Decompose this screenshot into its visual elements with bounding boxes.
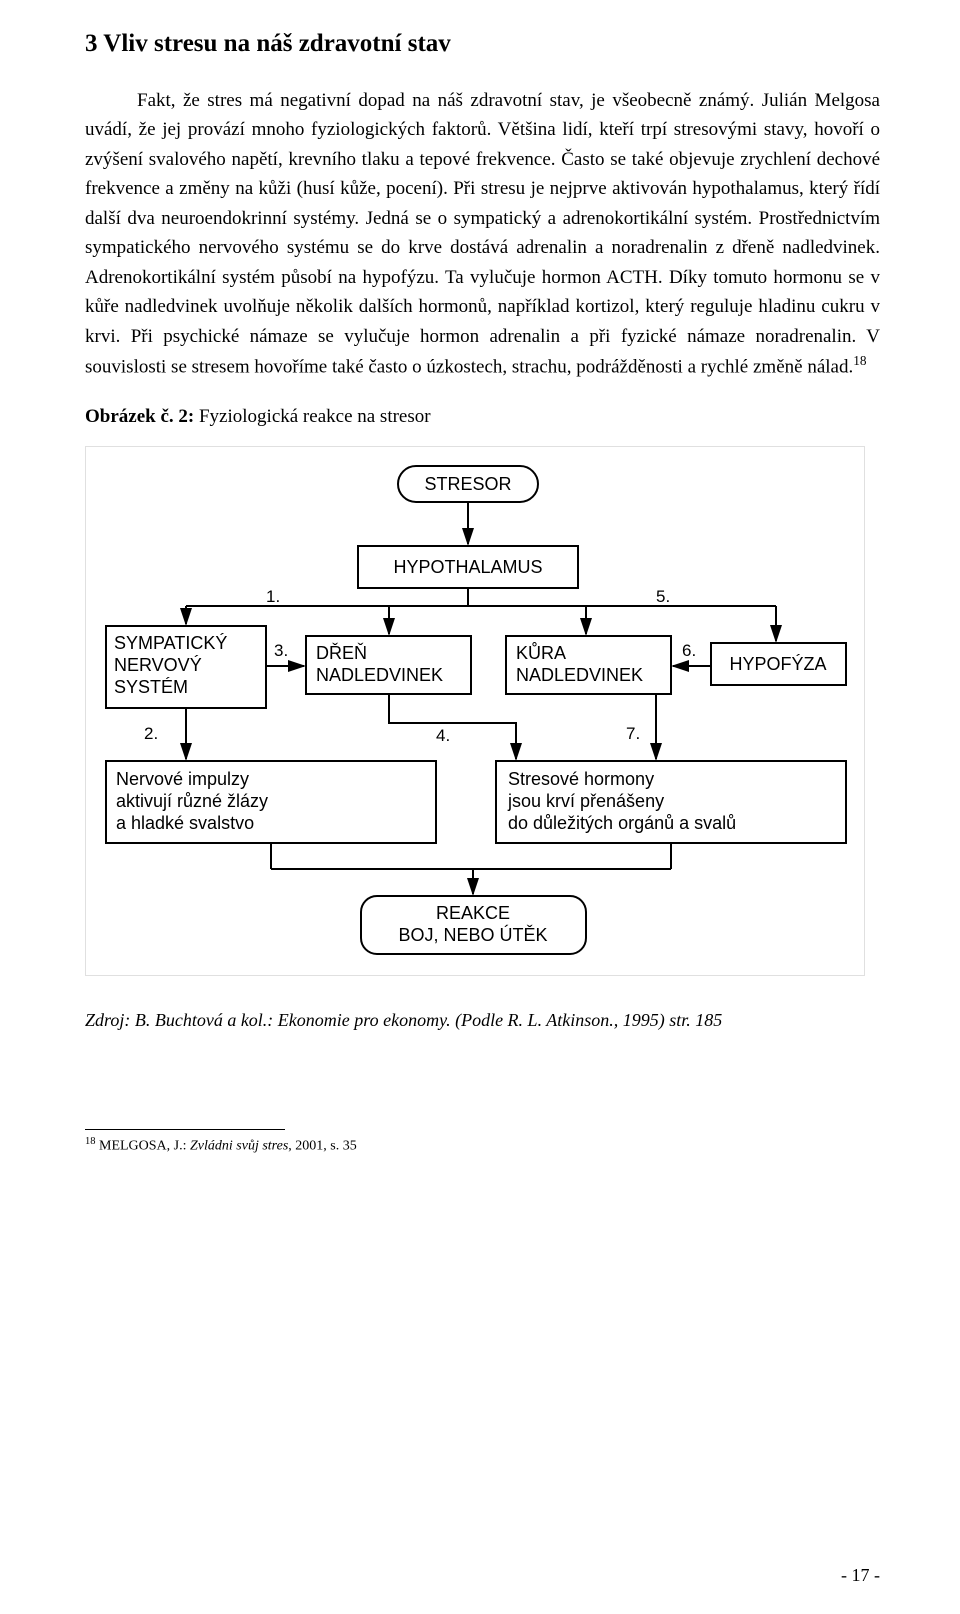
node-impulzy-l1: Nervové impulzy [116,769,249,789]
footnote-rule [85,1129,285,1130]
figure-caption: Obrázek č. 2: Fyziologická reakce na str… [85,406,880,428]
node-sympaticky-l2: NERVOVÝ [114,655,202,675]
edge-num-1: 1. [266,587,280,606]
node-hormony-l1: Stresové hormony [508,769,654,789]
node-reakce-l1: REAKCE [436,903,510,923]
edge-num-6: 6. [682,641,696,660]
paragraph-text: Fakt, že stres má negativní dopad na náš… [85,90,880,377]
node-stresor-label: STRESOR [424,474,511,494]
footnote-ref: 18 [853,353,866,368]
body-paragraph: Fakt, že stres má negativní dopad na náš… [85,86,880,382]
footnote-post: , 2001, s. 35 [288,1138,356,1153]
node-dren-l2: NADLEDVINEK [316,665,443,685]
footnote-number: 18 [85,1136,96,1147]
node-reakce-l2: BOJ, NEBO ÚTĚK [398,924,547,945]
node-dren-l1: DŘEŇ [316,643,367,663]
node-impulzy-l3: a hladké svalstvo [116,813,254,833]
footnote: 18 MELGOSA, J.: Zvládni svůj stres, 2001… [85,1136,880,1155]
edge-num-2: 2. [144,724,158,743]
edge-num-4: 4. [436,726,450,745]
node-hypothalamus-label: HYPOTHALAMUS [393,557,542,577]
figure-caption-label: Obrázek č. 2: [85,406,194,427]
footnote-ital: Zvládni svůj stres [190,1138,288,1153]
node-impulzy-l2: aktivují různé žlázy [116,791,268,811]
edge-num-7: 7. [626,724,640,743]
footnote-pre: MELGOSA, J.: [96,1138,191,1153]
node-hormony-l3: do důležitých orgánů a svalů [508,813,736,833]
edge-4 [389,694,516,759]
edge-num-3: 3. [274,641,288,660]
node-kura-l2: NADLEDVINEK [516,665,643,685]
node-sympaticky-l3: SYSTÉM [114,677,188,697]
section-heading: 3 Vliv stresu na náš zdravotní stav [85,30,880,58]
page-number: - 17 - [841,1565,880,1586]
flowchart-diagram: STRESOR HYPOTHALAMUS 1. 5. SYMPATICKÝ NE… [96,461,856,961]
edge-num-5: 5. [656,587,670,606]
node-hypofyza-label: HYPOFÝZA [729,654,826,674]
node-sympaticky-l1: SYMPATICKÝ [114,633,227,653]
diagram-container: STRESOR HYPOTHALAMUS 1. 5. SYMPATICKÝ NE… [85,446,865,976]
node-kura-l1: KŮRA [516,642,566,663]
node-hormony-l2: jsou krví přenášeny [507,791,664,811]
figure-source: Zdroj: B. Buchtová a kol.: Ekonomie pro … [85,1010,880,1031]
figure-caption-text: Fyziologická reakce na stresor [194,406,430,427]
